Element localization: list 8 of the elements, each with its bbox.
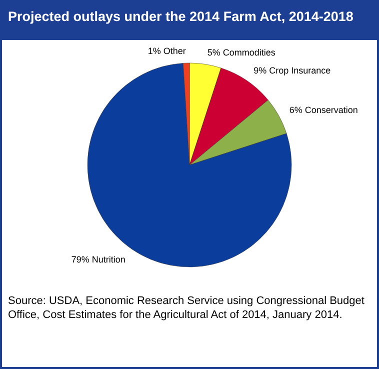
chart-title: Projected outlays under the 2014 Farm Act, 2014-2018 (2, 2, 377, 40)
slice-label: 6% Conservation (289, 105, 358, 116)
pie-slice (87, 63, 292, 268)
slice-label: 9% Crop Insurance (254, 66, 331, 76)
slice-label: 5% Commodities (207, 47, 276, 58)
source-note: Source: USDA, Economic Research Service using Congressional Budget Office, Cost Estimates for the Agricultural Act of 2014, January 2014. (8, 294, 366, 322)
slice-label: 79% Nutrition (71, 254, 126, 264)
slice-label: 1% Other (148, 46, 186, 56)
